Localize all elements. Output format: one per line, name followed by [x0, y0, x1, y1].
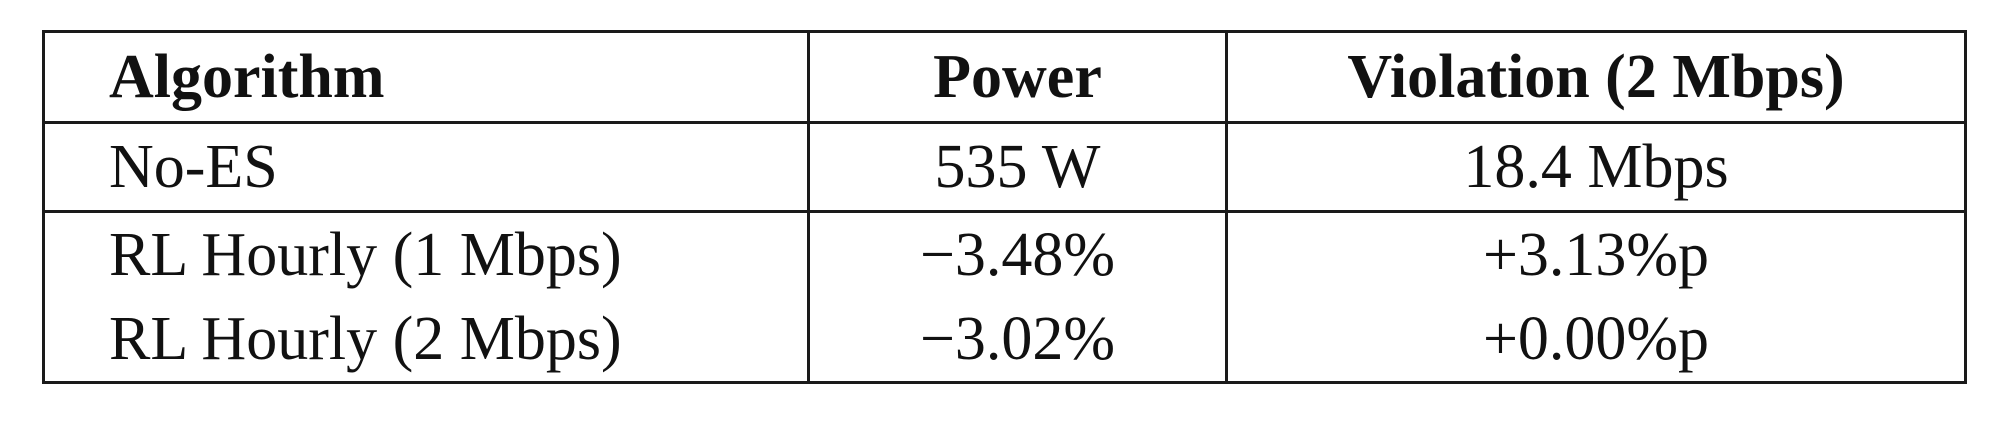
cell-violation: +3.13%p: [1225, 211, 1966, 297]
cell-power: −3.02%: [807, 297, 1227, 383]
header-row: Algorithm Power Violation (2 Mbps): [43, 31, 1966, 124]
cell-power: −3.48%: [807, 211, 1227, 297]
header-power: Power: [807, 31, 1227, 124]
table-row: No-ES 535 W 18.4 Mbps: [43, 122, 1966, 213]
header-algorithm: Algorithm: [43, 31, 809, 124]
cell-violation: +0.00%p: [1225, 297, 1966, 383]
cell-violation: 18.4 Mbps: [1225, 122, 1966, 213]
table-row: RL Hourly (1 Mbps) −3.48% +3.13%p: [44, 211, 1966, 297]
header-violation: Violation (2 Mbps): [1225, 31, 1966, 124]
cell-algorithm: No-ES: [43, 122, 809, 213]
cell-algorithm: RL Hourly (2 Mbps): [109, 305, 622, 373]
table-row: RL Hourly (2 Mbps) −3.02% +0.00%p: [44, 297, 1966, 383]
cell-algorithm: RL Hourly (1 Mbps): [109, 221, 622, 289]
results-table: Algorithm Power Violation (2 Mbps) No-ES…: [42, 30, 1967, 384]
cell-power: 535 W: [807, 122, 1227, 213]
